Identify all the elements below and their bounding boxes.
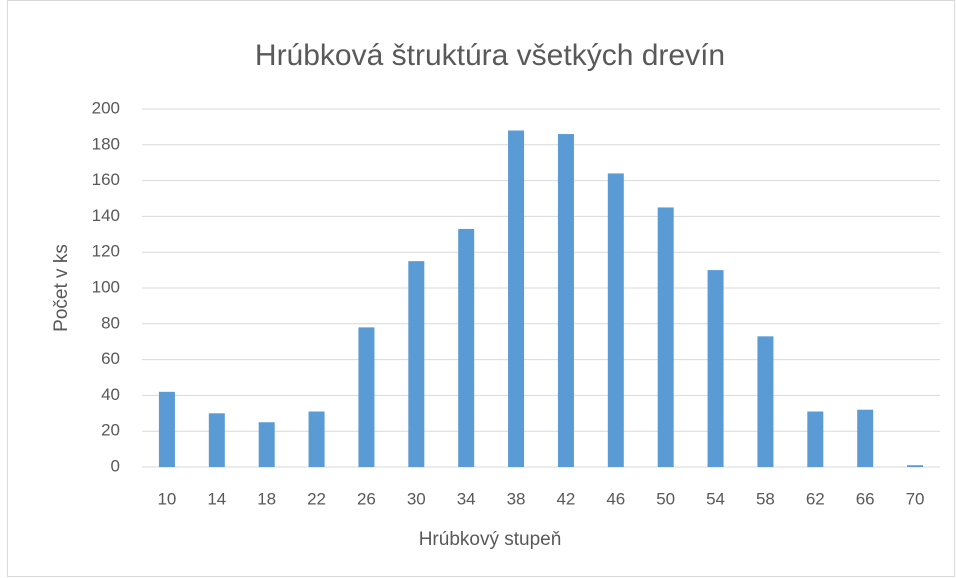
x-tick-label: 30 xyxy=(407,489,426,508)
x-tick-label: 54 xyxy=(706,489,725,508)
chart-title: Hrúbková štruktúra všetkých drevín xyxy=(255,39,725,72)
y-tick-label: 100 xyxy=(92,277,120,296)
bar xyxy=(508,130,525,468)
x-tick-label: 10 xyxy=(157,489,176,508)
x-tick-label: 58 xyxy=(756,489,775,508)
x-tick-label: 70 xyxy=(906,489,925,508)
bar xyxy=(707,270,724,467)
bar xyxy=(208,413,225,467)
bar xyxy=(857,409,874,467)
bar xyxy=(907,465,924,467)
x-tick-label: 42 xyxy=(556,489,575,508)
x-tick-label: 50 xyxy=(656,489,675,508)
y-tick-label: 140 xyxy=(92,206,120,225)
bar xyxy=(757,336,774,467)
bar xyxy=(557,134,574,467)
x-tick-label: 66 xyxy=(856,489,875,508)
bar xyxy=(408,261,425,467)
x-tick-label: 34 xyxy=(457,489,476,508)
y-axis-label: Počet v ks xyxy=(51,244,72,332)
y-tick-label: 120 xyxy=(92,242,120,261)
y-tick-label: 160 xyxy=(92,170,120,189)
y-tick-label: 180 xyxy=(92,134,120,153)
bar xyxy=(308,411,325,467)
x-tick-label: 46 xyxy=(606,489,625,508)
y-tick-label: 60 xyxy=(101,349,120,368)
y-tick-label: 200 xyxy=(92,98,120,117)
bar xyxy=(458,228,475,467)
bar xyxy=(158,391,175,467)
x-axis-label: Hrúbkový stupeň xyxy=(419,529,562,550)
x-tick-label: 18 xyxy=(257,489,276,508)
bar xyxy=(358,327,375,467)
x-tick-label: 22 xyxy=(307,489,326,508)
y-tick-label: 0 xyxy=(111,456,120,475)
bar xyxy=(607,173,624,467)
x-tick-label: 38 xyxy=(507,489,526,508)
x-tick-label: 26 xyxy=(357,489,376,508)
x-tick-label: 14 xyxy=(207,489,226,508)
x-tick-label: 62 xyxy=(806,489,825,508)
y-tick-label: 40 xyxy=(101,385,120,404)
y-tick-label: 80 xyxy=(101,313,120,332)
bar xyxy=(657,207,674,467)
bar xyxy=(258,422,275,467)
bar xyxy=(807,411,824,467)
y-tick-label: 20 xyxy=(101,421,120,440)
